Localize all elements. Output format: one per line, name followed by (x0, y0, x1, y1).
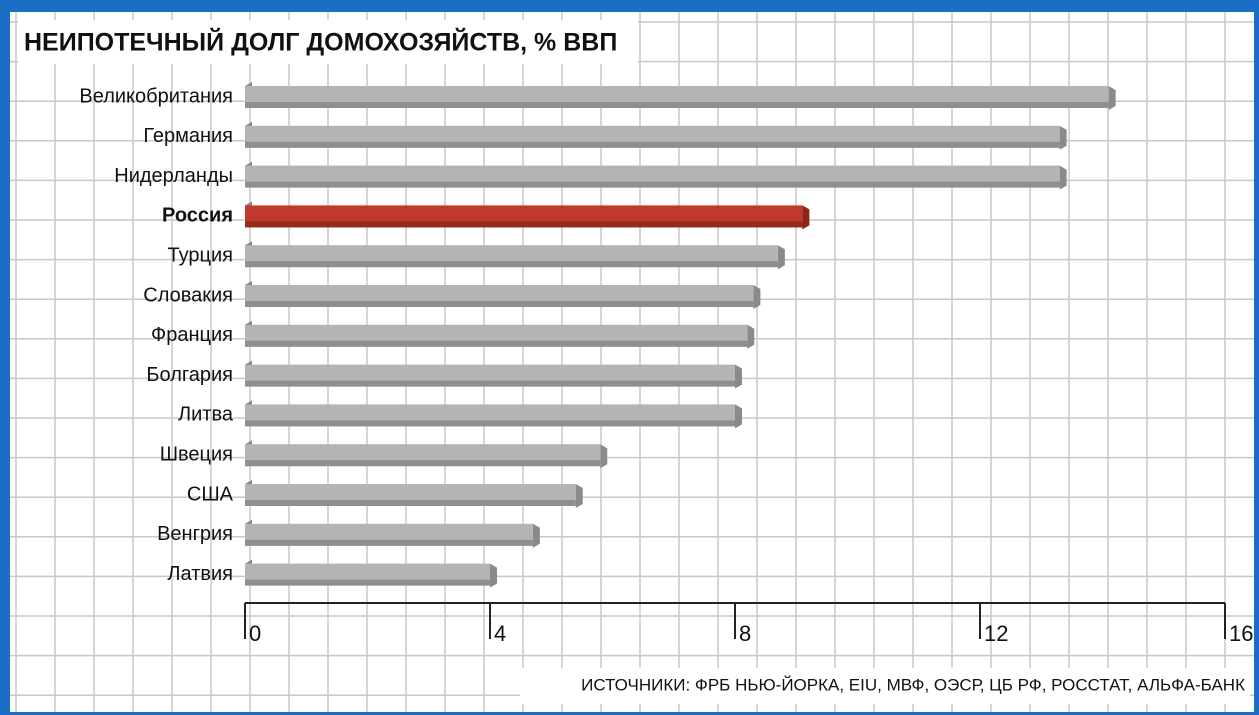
bar-group (245, 161, 1067, 190)
bar-end (735, 404, 742, 429)
bar-end (1059, 125, 1067, 150)
y-tick-label: Россия (162, 205, 233, 227)
y-tick-label: Франция (151, 324, 233, 346)
y-tick-label: Литва (178, 404, 234, 426)
y-tick-label: Швеция (160, 443, 233, 465)
x-tick-label: 8 (739, 621, 751, 646)
bar-end (1059, 165, 1067, 190)
bar-group (245, 559, 497, 588)
y-tick-label: Нидерланды (114, 165, 233, 187)
title-box (18, 20, 638, 64)
source-box (520, 668, 1250, 704)
bar-end (575, 484, 583, 508)
bar-group (245, 121, 1067, 150)
y-tick-label: Словакия (143, 284, 233, 306)
bar-shade (245, 539, 533, 546)
bar-shade (245, 380, 735, 387)
bar-shade (245, 221, 803, 228)
bar-shade (245, 261, 778, 268)
bar-group (245, 360, 742, 389)
x-tick-label: 0 (249, 621, 261, 646)
bar-shade (245, 579, 490, 586)
bar-group (245, 519, 540, 548)
bar-end (532, 523, 540, 548)
y-tick-label: Латвия (167, 563, 233, 585)
panel (10, 12, 1254, 712)
x-tick-label: 16 (1229, 621, 1253, 646)
bar-group (245, 241, 785, 270)
bar-end (747, 324, 755, 349)
bar-end (802, 205, 810, 230)
bar-end (490, 563, 497, 588)
bar-group (245, 281, 761, 309)
y-tick-label: Венгрия (157, 523, 233, 545)
bar-shade (245, 340, 748, 347)
y-tick-label: Великобритания (79, 85, 233, 107)
bar-end (600, 444, 608, 469)
bar-group (245, 320, 755, 349)
y-tick-label: Германия (143, 125, 233, 147)
y-tick-label: Турция (168, 244, 233, 266)
bar-group (245, 480, 583, 508)
bar-shade (245, 460, 601, 467)
bar-group (245, 400, 742, 429)
y-tick-label: США (187, 483, 234, 505)
x-tick-label: 4 (494, 621, 506, 646)
source: ИСТОЧНИКИ: ФРБ НЬЮ-ЙОРКА, EIU, МВФ, ОЭСР… (581, 675, 1245, 694)
bar-group (245, 201, 810, 230)
y-tick-label: Болгария (146, 364, 233, 386)
bar-end (753, 285, 761, 309)
bar-end (1108, 86, 1116, 110)
bar-shade (245, 301, 754, 307)
bar-shade (245, 420, 735, 427)
bar-shade (245, 500, 576, 506)
chart-title: НЕИПОТЕЧНЫЙ ДОЛГ ДОМОХОЗЯЙСТВ, % ВВП (24, 27, 617, 57)
bar-shade (245, 141, 1060, 148)
bar-group (245, 82, 1116, 110)
x-tick-label: 12 (984, 621, 1008, 646)
bar-shade (245, 102, 1109, 108)
bar-end (735, 364, 742, 389)
bar-shade (245, 181, 1060, 188)
bar-group (245, 440, 608, 469)
bar-end (777, 245, 785, 270)
